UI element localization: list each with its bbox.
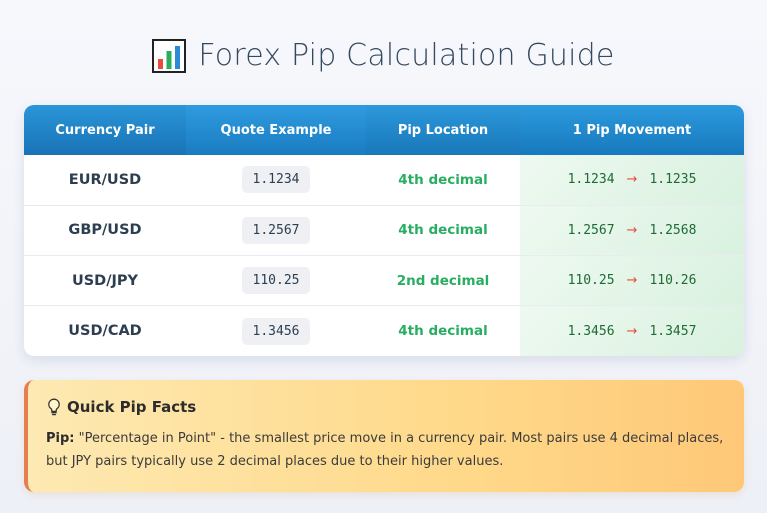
quote-cell: 110.25 [186,256,366,306]
table-row: EUR/USD 1.1234 4th decimal 1.1234 → 1.1235 [24,155,744,206]
quick-facts-card: Quick Pip Facts Pip: "Percentage in Poin… [24,380,744,492]
table-header-row: Currency Pair Quote Example Pip Location… [24,105,744,155]
pip-to-value: 1.1235 [649,172,697,188]
pip-from-value: 1.2567 [567,222,615,238]
pip-location-cell: 2nd decimal [396,272,490,289]
column-header-currency-pair: Currency Pair [24,105,186,155]
quote-chip: 1.3456 [241,317,311,345]
pip-movement-cell: 1.2567 → 1.2568 [520,205,744,256]
currency-pair-cell: GBP/USD [68,222,142,239]
quick-facts-header: Quick Pip Facts [46,398,724,416]
pip-to-value: 110.26 [649,273,697,289]
quick-facts-title: Quick Pip Facts [67,398,197,416]
pip-from-value: 1.3456 [567,323,615,339]
pip-location-cell: 4th decimal [398,171,488,188]
arrow-right-icon: → [626,273,638,289]
pip-from-value: 1.1234 [567,172,615,188]
column-header-quote-example: Quote Example [186,105,366,155]
currency-pair-cell: EUR/USD [68,171,142,188]
quote-cell: 1.2567 [186,205,366,255]
table-row: GBP/USD 1.2567 4th decimal 1.2567 → 1.2568 [24,205,744,256]
table-row: USD/JPY 110.25 2nd decimal 110.25 → 110.26 [24,255,744,306]
pip-to-value: 1.2568 [649,222,697,238]
pip-definition: "Percentage in Point" - the smallest pri… [46,431,724,469]
quote-chip: 110.25 [241,267,311,295]
pip-to-value: 1.3457 [649,323,697,339]
pip-location-cell: 4th decimal [398,323,488,340]
column-header-pip-location: Pip Location [366,105,520,155]
currency-pair-cell: USD/JPY [71,272,139,289]
lightbulb-icon [48,398,60,416]
pip-movement-cell: 1.3456 → 1.3457 [520,305,744,356]
pip-movement-cell: 1.1234 → 1.1235 [520,155,744,206]
quote-chip: 1.2567 [241,216,311,244]
table-row: USD/CAD 1.3456 4th decimal 1.3456 → 1.3457 [24,305,744,356]
page-title: Forex Pip Calculation Guide [198,38,615,73]
quote-cell: 1.1234 [186,155,366,205]
currency-pair-cell: USD/CAD [68,323,142,340]
quote-cell: 1.3456 [186,306,366,356]
arrow-right-icon: → [626,323,638,339]
arrow-right-icon: → [626,172,638,188]
pip-from-value: 110.25 [567,273,615,289]
pip-table-card: Currency Pair Quote Example Pip Location… [24,105,744,356]
arrow-right-icon: → [626,222,638,238]
pip-term: Pip: [46,431,75,446]
column-header-pip-movement: 1 Pip Movement [520,105,744,155]
pip-table: Currency Pair Quote Example Pip Location… [24,105,744,356]
pip-location-cell: 4th decimal [398,222,488,239]
pip-movement-cell: 110.25 → 110.26 [520,255,744,306]
page-header: Forex Pip Calculation Guide [0,38,767,73]
quick-facts-text: Pip: "Percentage in Point" - the smalles… [46,427,724,473]
bar-chart-icon [152,38,187,73]
quote-chip: 1.1234 [241,166,311,194]
